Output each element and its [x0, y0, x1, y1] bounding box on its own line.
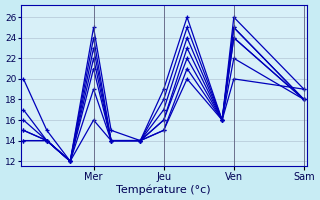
X-axis label: Température (°c): Température (°c): [116, 185, 211, 195]
